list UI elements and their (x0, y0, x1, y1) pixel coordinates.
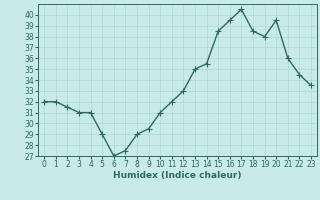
X-axis label: Humidex (Indice chaleur): Humidex (Indice chaleur) (113, 171, 242, 180)
